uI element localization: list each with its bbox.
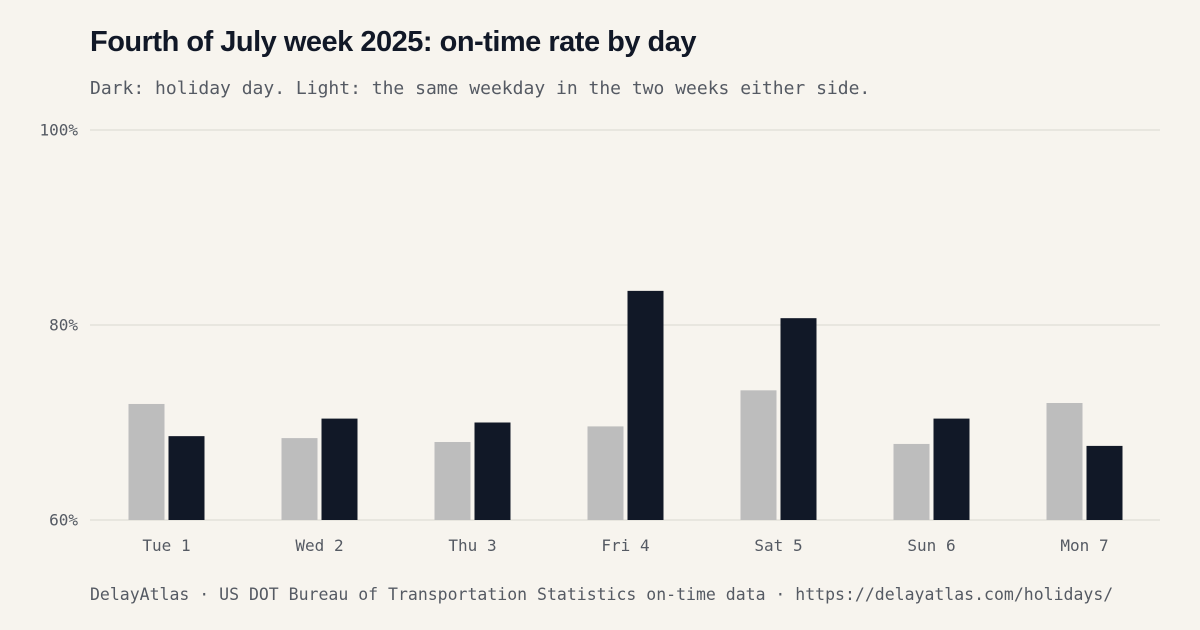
holiday-bar [933, 418, 970, 520]
source-footer: DelayAtlas · US DOT Bureau of Transporta… [90, 585, 1114, 604]
comparison-bar [1046, 403, 1083, 520]
holiday-bar [1086, 445, 1123, 520]
x-tick-label: Mon 7 [1060, 536, 1108, 555]
comparison-bar [434, 442, 471, 520]
holiday-bar [627, 290, 664, 520]
x-tick-label: Wed 2 [295, 536, 343, 555]
holiday-bar [321, 418, 358, 520]
comparison-bar [587, 426, 624, 520]
holiday-bar [780, 318, 817, 520]
comparison-bar [740, 390, 777, 520]
x-tick-label: Sun 6 [907, 536, 955, 555]
x-tick-label: Fri 4 [601, 536, 649, 555]
label-layer: 60% 80% 100% Tue 1 Wed 2 Thu 3 Fri 4 Sat 5 Sun 6… [39, 121, 1108, 556]
chart-subtitle: Dark: holiday day. Light: the same weekd… [90, 78, 871, 99]
y-tick-label: 100% [39, 121, 78, 140]
y-tick-label: 80% [49, 316, 78, 335]
x-tick-label: Thu 3 [448, 536, 496, 555]
holiday-bar [168, 436, 205, 520]
y-tick-label: 60% [49, 511, 78, 530]
x-tick-label: Tue 1 [142, 536, 190, 555]
bar-layer [128, 290, 1123, 520]
comparison-bar [893, 443, 930, 520]
holiday-bar [474, 422, 511, 520]
x-tick-label: Sat 5 [754, 536, 802, 555]
comparison-bar [128, 403, 165, 520]
chart-title: Fourth of July week 2025: on-time rate b… [90, 26, 697, 58]
comparison-bar [281, 438, 318, 520]
grid-layer [90, 129, 1160, 521]
